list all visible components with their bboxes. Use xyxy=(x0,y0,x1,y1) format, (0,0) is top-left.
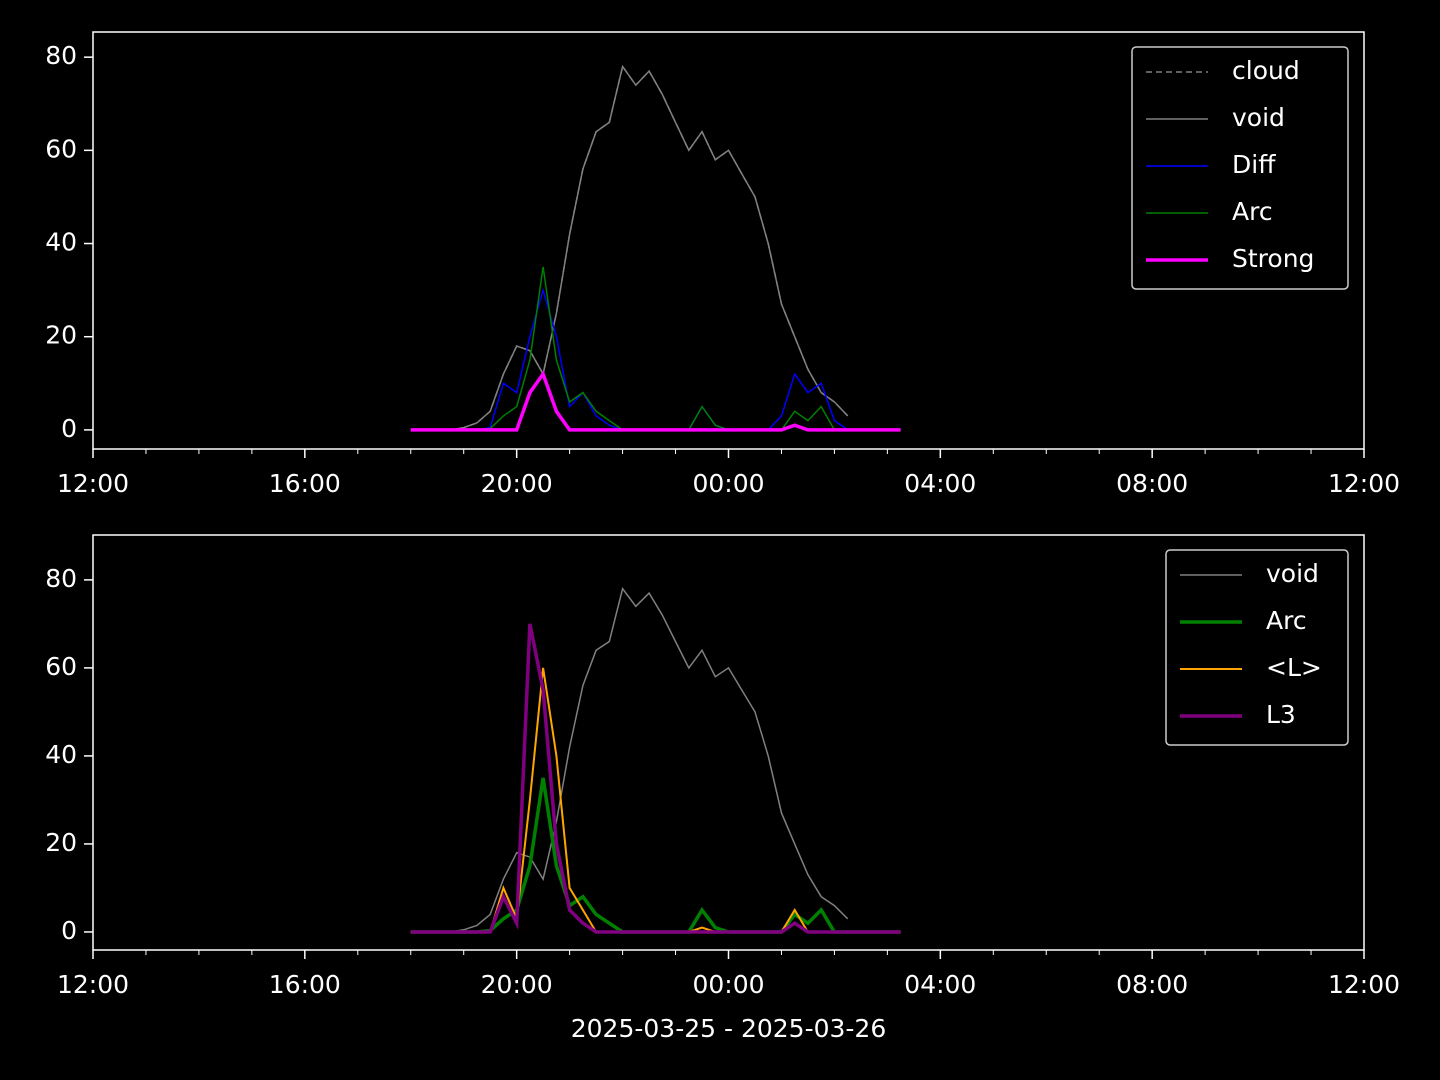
y-tick-label: 20 xyxy=(45,828,77,857)
y-tick-label: 20 xyxy=(45,321,77,350)
y-tick-label: 40 xyxy=(45,228,77,257)
axes-frame xyxy=(92,31,1365,450)
y-tick-label: 40 xyxy=(45,740,77,769)
legend-label: Arc xyxy=(1232,197,1273,226)
legend-label: L3 xyxy=(1266,700,1296,729)
y-tick-label: 80 xyxy=(45,564,77,593)
x-tick-label: 12:00 xyxy=(57,970,129,999)
x-tick-label: 12:00 xyxy=(57,469,129,498)
y-tick-label: 60 xyxy=(45,652,77,681)
legend-box xyxy=(1131,46,1349,290)
legend-label: void xyxy=(1232,103,1285,132)
legend-label: Arc xyxy=(1266,606,1307,635)
legend-label: Strong xyxy=(1232,244,1314,273)
y-tick-label: 80 xyxy=(45,41,77,70)
x-tick-label: 20:00 xyxy=(481,970,553,999)
axes-frame xyxy=(92,534,1365,951)
x-tick-label: 00:00 xyxy=(692,469,764,498)
x-tick-label: 04:00 xyxy=(904,469,976,498)
legend-label: Diff xyxy=(1232,150,1276,179)
y-tick-label: 0 xyxy=(61,916,77,945)
legend-box xyxy=(1165,549,1349,746)
legend-label: cloud xyxy=(1232,56,1300,85)
x-tick-label: 08:00 xyxy=(1116,469,1188,498)
x-tick-label: 16:00 xyxy=(269,469,341,498)
x-tick-label: 08:00 xyxy=(1116,970,1188,999)
series-line xyxy=(410,370,901,432)
legend-label: <L> xyxy=(1266,653,1322,682)
y-tick-label: 0 xyxy=(61,414,77,443)
series-line xyxy=(410,586,849,933)
x-tick-label: 00:00 xyxy=(692,970,764,999)
x-tick-label: 16:00 xyxy=(269,970,341,999)
x-tick-label: 20:00 xyxy=(481,469,553,498)
series-line xyxy=(410,64,849,431)
y-tick-label: 60 xyxy=(45,134,77,163)
x-tick-label: 12:00 xyxy=(1328,970,1400,999)
series-line xyxy=(410,623,901,934)
x-axis-label: 2025-03-25 - 2025-03-26 xyxy=(571,1014,887,1043)
x-tick-label: 12:00 xyxy=(1328,469,1400,498)
x-tick-label: 04:00 xyxy=(904,970,976,999)
legend-label: void xyxy=(1266,559,1319,588)
